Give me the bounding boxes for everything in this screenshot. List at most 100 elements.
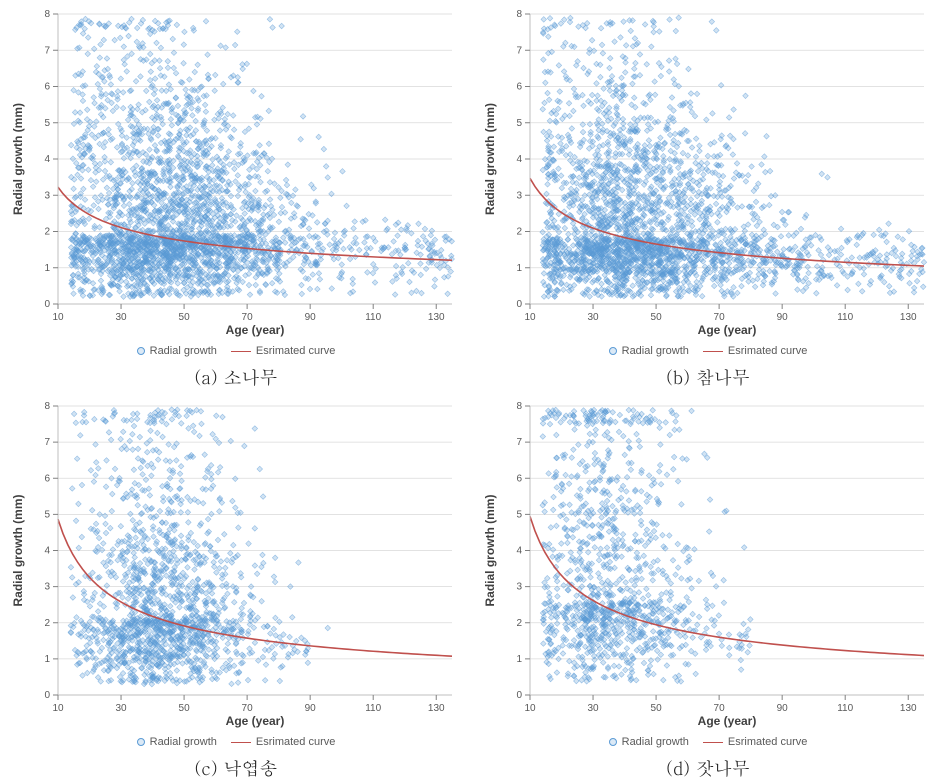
svg-text:1: 1	[44, 263, 50, 274]
legend-a: Radial growth Esrimated curve	[137, 340, 336, 362]
panel-b: 1030507090110130012345678Age (year)Radia…	[472, 0, 944, 392]
line-icon	[703, 351, 723, 352]
svg-text:3: 3	[44, 190, 50, 201]
svg-text:7: 7	[516, 437, 522, 448]
svg-text:30: 30	[115, 703, 127, 714]
legend-d: Radial growth Esrimated curve	[609, 731, 808, 753]
svg-text:6: 6	[516, 473, 522, 484]
svg-text:5: 5	[516, 118, 522, 129]
svg-text:8: 8	[516, 9, 522, 20]
legend-scatter-label: Radial growth	[150, 736, 217, 748]
legend-scatter-label: Radial growth	[622, 345, 689, 357]
svg-text:130: 130	[428, 312, 445, 323]
svg-text:2: 2	[516, 227, 522, 238]
svg-text:2: 2	[44, 227, 50, 238]
svg-text:70: 70	[242, 703, 254, 714]
svg-text:8: 8	[44, 401, 50, 412]
svg-text:7: 7	[516, 45, 522, 56]
svg-text:90: 90	[777, 312, 789, 323]
caption-c: (c) 낙엽송	[194, 753, 277, 783]
svg-text:Radial growth (mm): Radial growth (mm)	[483, 494, 497, 606]
svg-text:130: 130	[900, 703, 917, 714]
svg-text:3: 3	[516, 190, 522, 201]
caption-d: (d) 잣나무	[666, 753, 750, 783]
svg-text:7: 7	[44, 437, 50, 448]
legend-curve: Esrimated curve	[231, 345, 335, 357]
chart-c: 1030507090110130012345678Age (year)Radia…	[8, 396, 464, 731]
svg-text:0: 0	[516, 299, 522, 310]
svg-text:10: 10	[52, 312, 64, 323]
svg-text:90: 90	[305, 703, 317, 714]
svg-text:6: 6	[44, 473, 50, 484]
svg-text:70: 70	[714, 312, 726, 323]
svg-text:3: 3	[516, 582, 522, 593]
legend-curve: Esrimated curve	[703, 736, 807, 748]
svg-text:0: 0	[44, 690, 50, 701]
chart-grid: 1030507090110130012345678Age (year)Radia…	[0, 0, 944, 783]
svg-text:4: 4	[516, 154, 522, 165]
chart-d-wrap: 1030507090110130012345678Age (year)Radia…	[480, 396, 936, 731]
line-icon	[231, 351, 251, 352]
svg-text:70: 70	[242, 312, 254, 323]
line-icon	[231, 742, 251, 743]
svg-text:7: 7	[44, 45, 50, 56]
svg-text:110: 110	[837, 312, 853, 323]
svg-text:90: 90	[305, 312, 317, 323]
svg-text:1: 1	[516, 654, 522, 665]
svg-text:90: 90	[777, 703, 789, 714]
svg-text:10: 10	[524, 312, 536, 323]
line-icon	[703, 742, 723, 743]
svg-text:Age (year): Age (year)	[226, 323, 285, 337]
chart-c-wrap: 1030507090110130012345678Age (year)Radia…	[8, 396, 464, 731]
svg-text:110: 110	[365, 312, 381, 323]
svg-text:1: 1	[44, 654, 50, 665]
svg-text:8: 8	[44, 9, 50, 20]
svg-text:110: 110	[365, 703, 381, 714]
diamond-icon	[135, 736, 146, 747]
svg-text:8: 8	[516, 401, 522, 412]
legend-scatter-label: Radial growth	[622, 736, 689, 748]
svg-text:6: 6	[516, 82, 522, 93]
svg-text:1: 1	[516, 263, 522, 274]
svg-text:50: 50	[651, 703, 663, 714]
svg-text:30: 30	[587, 312, 599, 323]
diamond-icon	[607, 345, 618, 356]
legend-b: Radial growth Esrimated curve	[609, 340, 808, 362]
legend-curve: Esrimated curve	[703, 345, 807, 357]
svg-text:3: 3	[44, 582, 50, 593]
legend-curve-label: Esrimated curve	[728, 345, 807, 357]
svg-text:30: 30	[587, 703, 599, 714]
caption-a: (a) 소나무	[194, 362, 277, 392]
svg-text:6: 6	[44, 82, 50, 93]
chart-b-wrap: 1030507090110130012345678Age (year)Radia…	[480, 4, 936, 340]
svg-text:Radial growth (mm): Radial growth (mm)	[11, 103, 25, 215]
legend-scatter: Radial growth	[137, 736, 217, 748]
panel-c: 1030507090110130012345678Age (year)Radia…	[0, 392, 472, 783]
legend-scatter: Radial growth	[137, 345, 217, 357]
svg-text:Age (year): Age (year)	[698, 714, 757, 728]
svg-text:50: 50	[179, 312, 191, 323]
svg-text:Radial growth (mm): Radial growth (mm)	[483, 103, 497, 215]
svg-text:130: 130	[900, 312, 917, 323]
svg-text:5: 5	[516, 509, 522, 520]
svg-text:130: 130	[428, 703, 445, 714]
diamond-icon	[135, 345, 146, 356]
svg-text:0: 0	[44, 299, 50, 310]
svg-text:4: 4	[516, 546, 522, 557]
legend-c: Radial growth Esrimated curve	[137, 731, 336, 753]
svg-text:110: 110	[837, 703, 853, 714]
svg-text:10: 10	[524, 703, 536, 714]
legend-curve-label: Esrimated curve	[728, 736, 807, 748]
legend-scatter: Radial growth	[609, 345, 689, 357]
svg-text:Age (year): Age (year)	[698, 323, 757, 337]
svg-text:10: 10	[52, 703, 64, 714]
svg-text:30: 30	[115, 312, 127, 323]
svg-text:0: 0	[516, 690, 522, 701]
chart-b: 1030507090110130012345678Age (year)Radia…	[480, 4, 936, 340]
svg-text:2: 2	[44, 618, 50, 629]
panel-a: 1030507090110130012345678Age (year)Radia…	[0, 0, 472, 392]
panel-d: 1030507090110130012345678Age (year)Radia…	[472, 392, 944, 783]
svg-text:Age (year): Age (year)	[226, 714, 285, 728]
svg-text:50: 50	[179, 703, 191, 714]
svg-text:70: 70	[714, 703, 726, 714]
